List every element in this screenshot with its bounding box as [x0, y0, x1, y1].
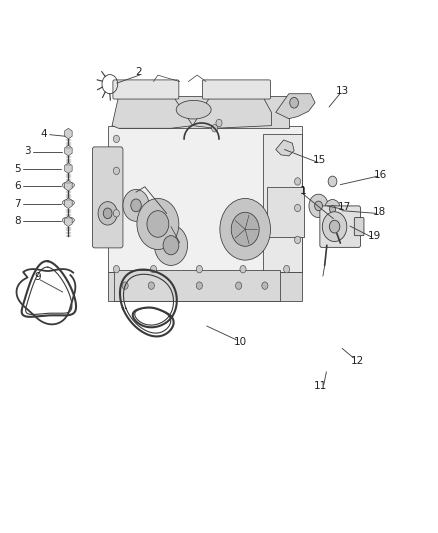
Circle shape: [212, 125, 218, 132]
Polygon shape: [276, 94, 315, 119]
Text: 4: 4: [40, 128, 47, 139]
Circle shape: [240, 265, 246, 273]
Polygon shape: [64, 216, 72, 227]
FancyBboxPatch shape: [114, 270, 280, 301]
Circle shape: [328, 176, 337, 187]
FancyBboxPatch shape: [320, 206, 360, 247]
Circle shape: [131, 199, 141, 212]
Circle shape: [294, 204, 300, 212]
Text: 17: 17: [338, 202, 351, 212]
Text: 11: 11: [314, 381, 327, 391]
Text: 15: 15: [313, 155, 326, 165]
Circle shape: [103, 208, 112, 219]
Circle shape: [284, 265, 290, 273]
Text: 2: 2: [135, 68, 141, 77]
Text: 3: 3: [25, 146, 31, 156]
FancyBboxPatch shape: [267, 187, 304, 237]
Polygon shape: [276, 140, 294, 156]
Text: 12: 12: [351, 356, 364, 366]
FancyBboxPatch shape: [108, 272, 302, 301]
Text: 5: 5: [14, 164, 21, 174]
Text: 19: 19: [367, 231, 381, 241]
Circle shape: [231, 212, 259, 246]
Circle shape: [196, 265, 202, 273]
Ellipse shape: [62, 182, 74, 188]
Circle shape: [336, 218, 342, 224]
Circle shape: [113, 167, 120, 174]
Circle shape: [122, 282, 128, 289]
Circle shape: [290, 98, 298, 108]
Circle shape: [332, 213, 346, 230]
Text: 10: 10: [233, 337, 247, 347]
FancyBboxPatch shape: [263, 134, 302, 272]
Circle shape: [137, 198, 179, 249]
Circle shape: [216, 119, 222, 127]
Circle shape: [113, 209, 120, 217]
Polygon shape: [64, 180, 72, 191]
Circle shape: [163, 236, 179, 255]
Ellipse shape: [62, 199, 74, 206]
FancyBboxPatch shape: [92, 147, 123, 248]
Circle shape: [322, 212, 347, 241]
Polygon shape: [112, 96, 193, 128]
Text: 16: 16: [374, 170, 387, 180]
Text: 8: 8: [14, 216, 21, 227]
Circle shape: [220, 198, 271, 260]
Ellipse shape: [62, 217, 74, 223]
Text: 9: 9: [35, 272, 41, 282]
Circle shape: [113, 135, 120, 143]
FancyBboxPatch shape: [113, 80, 179, 99]
FancyBboxPatch shape: [108, 126, 302, 272]
Text: 6: 6: [14, 181, 21, 191]
Circle shape: [262, 282, 268, 289]
Circle shape: [329, 220, 340, 233]
Text: 13: 13: [336, 86, 349, 96]
Circle shape: [113, 265, 120, 273]
Circle shape: [236, 282, 242, 289]
FancyBboxPatch shape: [354, 217, 364, 236]
Circle shape: [294, 236, 300, 244]
Circle shape: [325, 199, 340, 219]
Text: 1: 1: [300, 186, 307, 196]
Circle shape: [147, 211, 169, 237]
Text: 7: 7: [14, 199, 21, 209]
FancyBboxPatch shape: [119, 96, 289, 128]
Polygon shape: [193, 96, 272, 128]
Polygon shape: [64, 198, 72, 208]
Circle shape: [329, 205, 336, 213]
Circle shape: [314, 201, 322, 211]
Circle shape: [196, 282, 202, 289]
Circle shape: [294, 177, 300, 185]
Circle shape: [98, 201, 117, 225]
Circle shape: [309, 194, 328, 217]
Polygon shape: [64, 128, 72, 139]
Circle shape: [154, 225, 187, 265]
Circle shape: [150, 265, 156, 273]
FancyBboxPatch shape: [202, 80, 271, 99]
Ellipse shape: [176, 100, 211, 119]
Circle shape: [148, 282, 154, 289]
Text: 18: 18: [373, 207, 386, 217]
Polygon shape: [64, 163, 72, 173]
Circle shape: [123, 189, 149, 221]
Polygon shape: [64, 146, 72, 156]
